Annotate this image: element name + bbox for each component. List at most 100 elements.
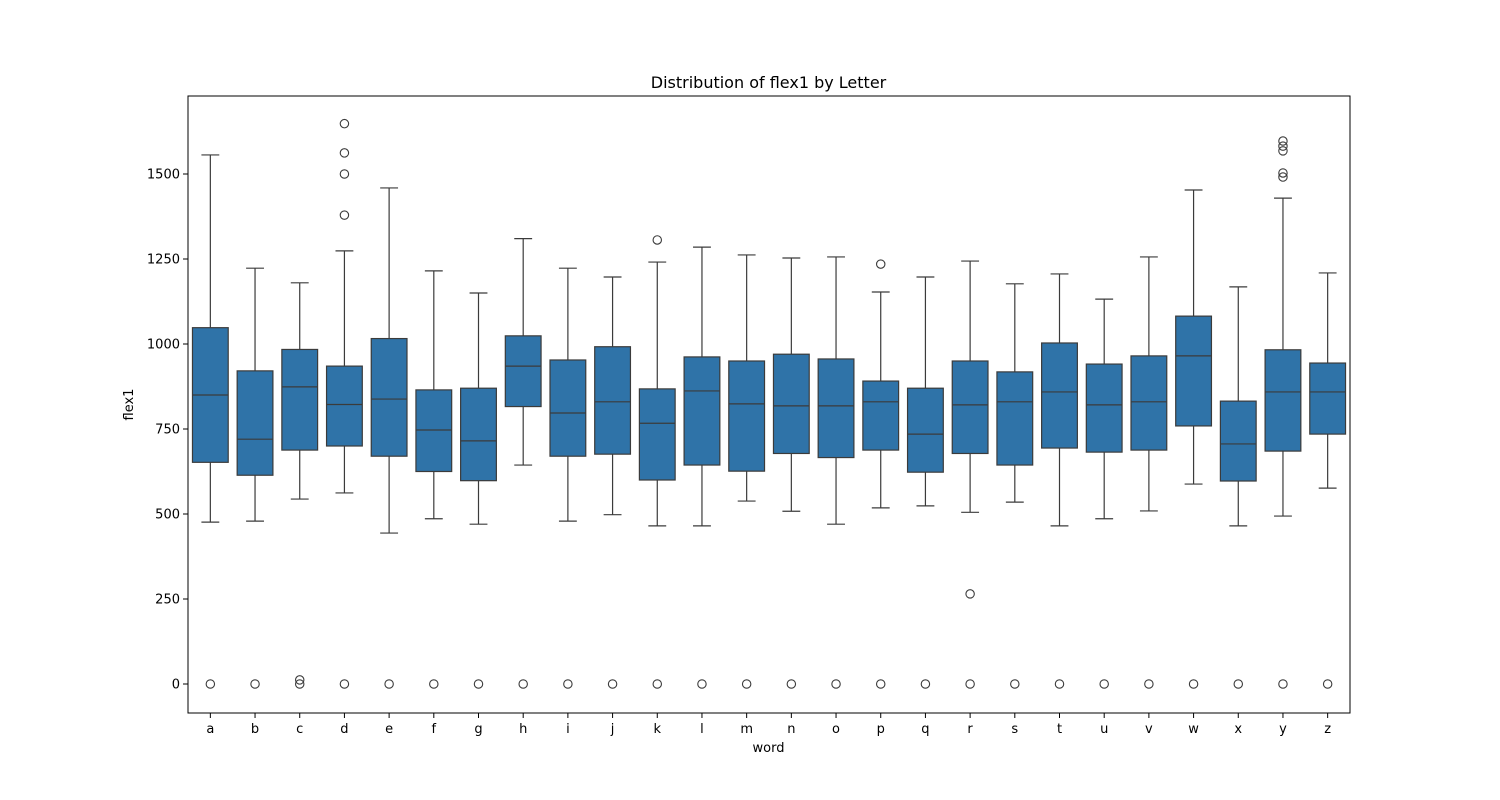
outlier-point [652, 679, 663, 689]
x-tick-label: k [654, 722, 662, 737]
box-body [504, 335, 542, 408]
outlier-point [339, 210, 350, 220]
box-body [996, 371, 1034, 466]
outlier-point [1278, 146, 1288, 156]
outlier-point [652, 235, 663, 245]
box-q [906, 276, 944, 689]
plot-frame [187, 95, 1351, 714]
outlier-point [607, 679, 618, 689]
y-axis-label: flex1 [122, 389, 137, 421]
plot-area [191, 118, 1347, 689]
outlier-point [875, 259, 886, 269]
box-v [1130, 256, 1168, 689]
box-c [281, 282, 319, 689]
box-body [638, 388, 676, 481]
box-x [1219, 286, 1257, 689]
box-body [683, 356, 721, 466]
box-p [862, 259, 900, 689]
outlier-point [1188, 679, 1199, 689]
outlier-point [339, 169, 350, 179]
outlier-point [294, 679, 305, 689]
box-body [906, 387, 944, 473]
chart-title: Distribution of flex1 by Letter [651, 73, 887, 92]
box-l [683, 246, 721, 689]
outlier-point [339, 148, 350, 158]
outlier-point [786, 679, 797, 689]
box-body [281, 348, 319, 451]
x-tick-label: s [1011, 722, 1018, 737]
x-tick-label: w [1188, 722, 1199, 737]
y-tick-label: 250 [155, 593, 180, 608]
x-tick-label: q [921, 722, 929, 737]
outlier-point [294, 675, 305, 685]
box-body [236, 370, 274, 476]
box-a [191, 154, 229, 689]
box-body [1309, 362, 1347, 435]
box-t [1041, 273, 1078, 689]
outlier-point [473, 679, 484, 689]
box-body [772, 353, 810, 455]
outlier-point [1054, 679, 1065, 689]
y-tick-label: 750 [155, 423, 180, 438]
outlier-point [1233, 679, 1244, 689]
box-j [594, 276, 632, 689]
x-axis: a b c d e f g h i j k l m n o p q r s t u v w x y z [206, 713, 1331, 737]
box-h [504, 238, 542, 689]
outlier-point [1278, 172, 1288, 182]
x-tick-label: i [566, 722, 570, 737]
outlier-point [429, 679, 439, 689]
box-body [1041, 342, 1078, 449]
outlier-point [1278, 136, 1288, 146]
box-g [460, 292, 497, 689]
box-body [1219, 400, 1257, 482]
outlier-point [1010, 679, 1020, 689]
box-n [772, 257, 810, 689]
x-tick-label: o [832, 722, 840, 737]
box-w [1175, 189, 1213, 689]
outlier-point [741, 679, 752, 689]
box-body [817, 358, 855, 459]
box-r [951, 260, 989, 689]
box-u [1085, 298, 1123, 689]
y-tick-label: 1000 [147, 338, 180, 353]
box-m [728, 254, 766, 689]
x-tick-label: y [1279, 722, 1287, 737]
outlier-point [1099, 679, 1109, 689]
y-tick-label: 1250 [147, 253, 180, 268]
x-tick-label: p [877, 722, 885, 737]
box-body [728, 360, 766, 472]
outlier-point [965, 679, 975, 689]
outlier-point [1322, 679, 1333, 689]
box-body [1130, 355, 1168, 451]
x-tick-label: z [1324, 722, 1331, 737]
outlier-point [1278, 141, 1288, 151]
outlier-point [697, 679, 707, 689]
outlier-point [250, 679, 260, 689]
box-body [549, 359, 587, 457]
outlier-point [831, 679, 841, 689]
box-y [1264, 136, 1302, 689]
box-i [549, 267, 587, 689]
x-tick-label: h [519, 722, 527, 737]
x-tick-label: c [296, 722, 303, 737]
box-s [996, 283, 1034, 689]
outlier-point [563, 679, 573, 689]
x-tick-label: n [787, 722, 795, 737]
x-tick-label: g [474, 722, 482, 737]
x-tick-label: e [385, 722, 393, 737]
x-tick-label: x [1234, 722, 1242, 737]
x-tick-label: l [700, 722, 704, 737]
box-body [370, 337, 408, 457]
box-z [1309, 272, 1347, 689]
box-body [460, 387, 497, 482]
box-body [1175, 315, 1213, 427]
outlier-point [205, 679, 216, 689]
y-tick-label: 500 [155, 508, 180, 523]
x-tick-label: a [206, 722, 214, 737]
box-body [951, 360, 989, 455]
outlier-point [339, 679, 350, 689]
outlier-point [384, 679, 394, 689]
outlier-point [875, 679, 886, 689]
box-body [325, 365, 363, 447]
